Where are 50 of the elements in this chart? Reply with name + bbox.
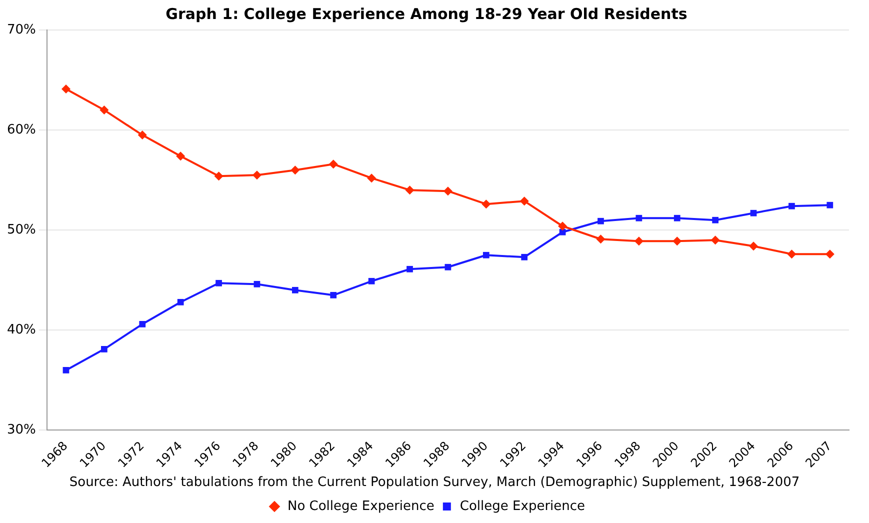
point: [826, 202, 834, 208]
point: [100, 106, 109, 115]
point: [749, 242, 758, 251]
y-tick-label: 50%: [6, 222, 36, 238]
point: [825, 250, 834, 259]
point: [521, 254, 528, 260]
point: [216, 280, 222, 286]
point: [598, 218, 604, 224]
point: [520, 196, 529, 206]
y-tick-label: 60%: [6, 122, 36, 138]
point: [61, 84, 70, 94]
point: [405, 186, 414, 195]
point: [290, 166, 300, 175]
chart-title: Graph 1: College Experience Among 18-29 Year Old Residents: [166, 4, 688, 23]
point: [444, 264, 452, 270]
point: [482, 252, 490, 258]
point: [328, 160, 338, 169]
point: [252, 170, 262, 180]
point: [177, 298, 184, 306]
legend-label: No College Experience: [287, 498, 434, 514]
point: [482, 200, 491, 209]
point: [62, 367, 70, 374]
legend-label: College Experience: [460, 498, 586, 514]
point: [443, 186, 452, 196]
point: [330, 292, 337, 298]
point: [254, 280, 260, 288]
point: [176, 152, 186, 161]
point: [101, 346, 108, 352]
point: [596, 234, 606, 244]
point: [139, 320, 146, 328]
y-tick-label: 70%: [6, 22, 36, 38]
point: [672, 236, 682, 246]
point: [138, 130, 147, 140]
point: [214, 172, 224, 181]
point: [636, 214, 642, 222]
y-tick-label: 30%: [6, 422, 36, 438]
point: [558, 222, 568, 231]
point: [634, 236, 644, 246]
point: [750, 210, 757, 216]
point: [787, 250, 796, 259]
source-note: Source: Authors' tabulations from the Current Population Survey, March (Demographic) Supplement, 1968-2007: [69, 474, 800, 490]
point: [712, 216, 718, 224]
point: [674, 214, 680, 222]
point: [406, 266, 413, 272]
point: [292, 286, 298, 294]
point: [367, 174, 376, 183]
point: [368, 278, 375, 284]
point: [710, 236, 720, 245]
point: [788, 202, 795, 210]
y-tick-label: 40%: [6, 322, 36, 338]
